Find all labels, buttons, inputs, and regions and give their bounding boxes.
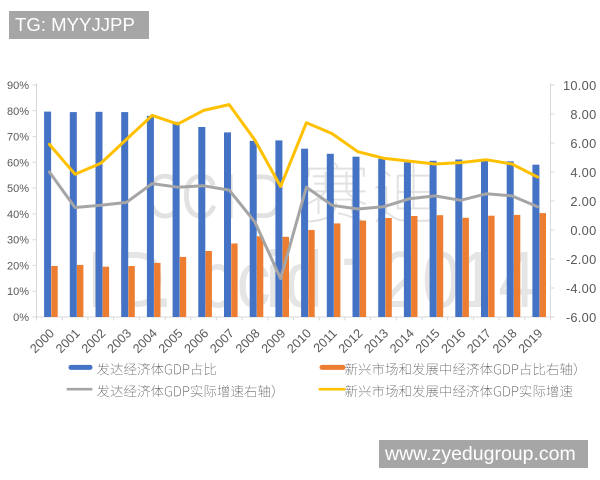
svg-text:2010: 2010 [284, 326, 314, 356]
svg-text:2012: 2012 [336, 326, 366, 356]
svg-text:2016: 2016 [439, 326, 469, 356]
svg-text:2011: 2011 [311, 326, 340, 355]
svg-text:70%: 70% [7, 132, 29, 144]
svg-text:8.00: 8.00 [570, 107, 596, 122]
svg-text:4.00: 4.00 [570, 165, 596, 180]
svg-text:CCID: CCID [146, 162, 285, 233]
svg-text:2018: 2018 [490, 326, 520, 356]
svg-text:-6.00: -6.00 [566, 310, 597, 325]
svg-text:2004: 2004 [130, 326, 160, 356]
svg-text:2005: 2005 [156, 326, 186, 356]
svg-text:2015: 2015 [413, 326, 443, 356]
svg-text:60%: 60% [7, 157, 29, 169]
svg-text:10.00: 10.00 [563, 78, 597, 93]
svg-text:10%: 10% [7, 286, 29, 298]
svg-text:2000: 2000 [27, 326, 57, 356]
svg-text:2007: 2007 [207, 326, 237, 356]
svg-text:2013: 2013 [362, 326, 392, 356]
svg-text:90%: 90% [7, 80, 29, 92]
svg-text:2002: 2002 [79, 326, 109, 356]
svg-text:-2.00: -2.00 [566, 252, 597, 267]
svg-text:2017: 2017 [464, 326, 494, 356]
svg-text:40%: 40% [7, 209, 29, 221]
svg-text:30%: 30% [7, 235, 29, 247]
svg-text:50%: 50% [7, 183, 29, 195]
svg-text:2003: 2003 [105, 326, 135, 356]
svg-text:2.00: 2.00 [570, 194, 596, 209]
svg-text:2014: 2014 [387, 326, 417, 356]
svg-text:6.00: 6.00 [570, 136, 596, 151]
svg-text:2001: 2001 [53, 326, 83, 356]
svg-text:2006: 2006 [182, 326, 212, 356]
svg-text:0%: 0% [13, 312, 29, 324]
svg-text:-4.00: -4.00 [566, 281, 597, 296]
svg-text:0.00: 0.00 [570, 223, 596, 238]
svg-text:20%: 20% [7, 260, 29, 272]
svg-text:2019: 2019 [516, 326, 546, 356]
svg-text:2008: 2008 [233, 326, 263, 356]
svg-text:2009: 2009 [259, 326, 289, 356]
svg-text:80%: 80% [7, 106, 29, 118]
